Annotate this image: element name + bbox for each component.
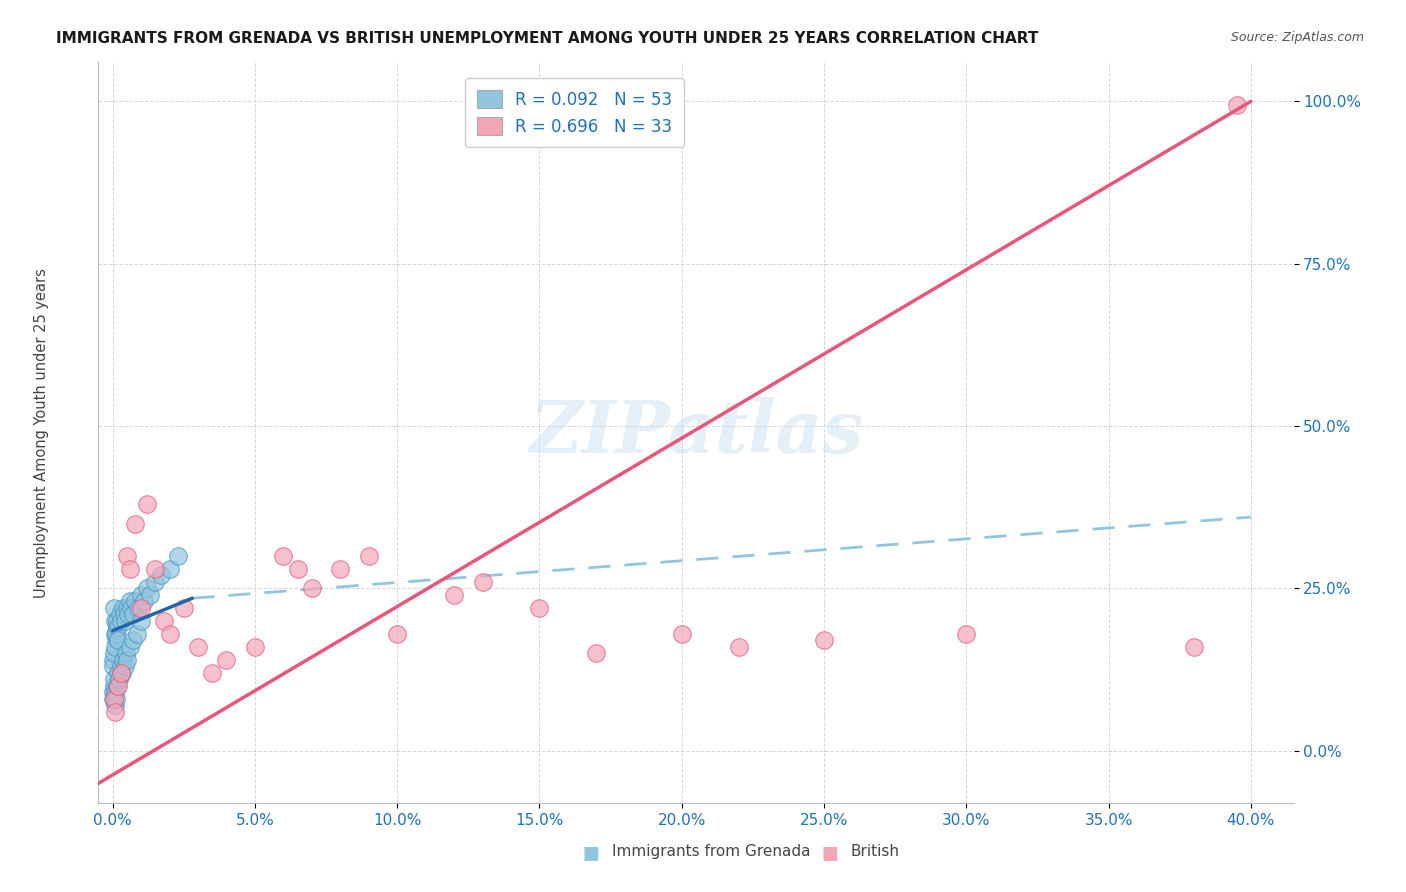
Point [105,627,128,641]
Point [105,633,128,648]
Text: Source: ZipAtlas.com: Source: ZipAtlas.com [1230,31,1364,45]
Point [103,601,125,615]
Point [173,601,195,615]
Point [135,497,157,511]
Point [159,562,181,576]
Point [110,659,132,673]
Point [167,549,190,563]
Text: ▪: ▪ [581,838,600,866]
Point [111,601,134,615]
Point [301,582,323,596]
Point [108,673,131,687]
Point [103,679,125,693]
Point [104,705,127,719]
Point [117,607,139,622]
Point [118,594,141,608]
Point [107,633,129,648]
Point [103,692,125,706]
Point [104,627,127,641]
Point [129,588,152,602]
Point [1182,640,1205,654]
Point [153,614,176,628]
Point [114,659,136,673]
Text: ZIPatlas: ZIPatlas [529,397,863,468]
Point [115,549,138,563]
Point [112,653,135,667]
Point [103,692,125,706]
Point [103,659,125,673]
Point [129,601,152,615]
Point [150,568,173,582]
Point [201,665,224,680]
Point [118,640,141,654]
Point [124,516,146,531]
Legend: R = 0.092   N = 53, R = 0.696   N = 33: R = 0.092 N = 53, R = 0.696 N = 33 [465,78,685,147]
Point [125,627,148,641]
Point [108,607,131,622]
Point [120,601,142,615]
Text: ▪: ▪ [820,838,839,866]
Point [135,582,157,596]
Point [121,607,143,622]
Point [112,607,135,622]
Point [105,620,128,634]
Point [105,692,128,706]
Point [105,614,128,628]
Point [273,549,295,563]
Point [122,633,145,648]
Point [107,620,129,634]
Point [187,640,209,654]
Point [727,640,749,654]
Point [107,679,129,693]
Point [114,614,136,628]
Point [105,679,128,693]
Point [1226,97,1249,112]
Point [955,627,977,641]
Text: Unemployment Among Youth under 25 years: Unemployment Among Youth under 25 years [34,268,49,598]
Point [529,601,551,615]
Text: IMMIGRANTS FROM GRENADA VS BRITISH UNEMPLOYMENT AMONG YOUTH UNDER 25 YEARS CORRE: IMMIGRANTS FROM GRENADA VS BRITISH UNEMP… [56,31,1039,46]
Text: British: British [851,845,900,859]
Point [471,574,494,589]
Point [143,574,166,589]
Point [585,647,607,661]
Point [143,562,166,576]
Point [104,614,127,628]
Point [104,698,127,713]
Point [103,647,125,661]
Point [124,594,146,608]
Point [115,647,138,661]
Point [132,594,155,608]
Point [101,685,124,699]
Point [104,640,127,654]
Point [110,614,132,628]
Point [129,614,152,628]
Point [107,665,129,680]
Point [813,633,835,648]
Point [243,640,266,654]
Point [138,588,160,602]
Point [159,627,181,641]
Point [357,549,380,563]
Point [101,653,124,667]
Point [287,562,309,576]
Point [385,627,409,641]
Point [104,685,127,699]
Point [117,653,139,667]
Point [111,665,134,680]
Point [329,562,352,576]
Point [110,665,132,680]
Point [127,601,149,615]
Point [443,588,465,602]
Point [671,627,693,641]
Point [215,653,238,667]
Point [118,562,141,576]
Text: Immigrants from Grenada: Immigrants from Grenada [612,845,810,859]
Point [115,601,138,615]
Point [103,673,125,687]
